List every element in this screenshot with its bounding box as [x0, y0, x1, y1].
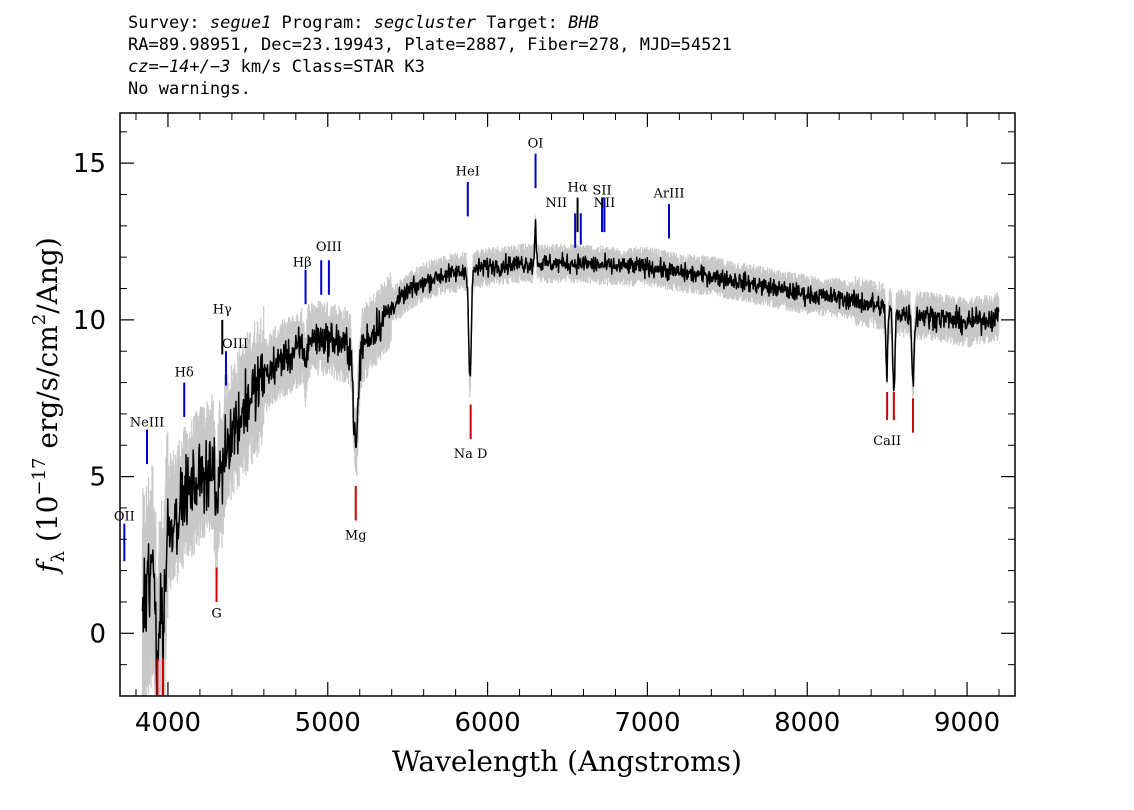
y-tick-label: 0: [89, 619, 106, 649]
error-band-layer: [141, 215, 1000, 696]
line-label-9: OI: [528, 136, 544, 151]
spectrum-header: Survey: segue1 Program: segcluster Targe…: [128, 12, 732, 100]
plot-frame: [119, 112, 1016, 697]
y-tick-label: 15: [73, 149, 106, 179]
line-label-11: Hα: [568, 180, 588, 195]
x-tick-label: 4000: [135, 708, 201, 738]
axis-ticks: 4000 5000 6000 7000 8000 9000 0 5 10 15: [73, 113, 1015, 738]
header-line-3: cz=−14+/−3 km/s Class=STAR K3: [128, 57, 425, 77]
x-tick-label: 8000: [774, 708, 840, 738]
y-tick-label: 5: [89, 463, 106, 493]
flux-line: [141, 218, 1000, 697]
line-label-13: SII: [592, 183, 611, 198]
line-label-16: G: [211, 607, 221, 622]
line-label-15: ArIII: [652, 187, 684, 202]
line-label-17: Mg: [345, 528, 367, 543]
line-label-2: Hδ: [175, 365, 194, 380]
x-tick-label: 9000: [934, 708, 1000, 738]
line-label-1: NeIII: [130, 415, 164, 430]
survey-value: segue1: [209, 13, 272, 33]
redshift-value: cz=−14+/−3: [128, 57, 231, 77]
y-tick-label: 10: [73, 306, 106, 336]
line-label-10: NII: [545, 196, 567, 211]
y-axis-title: fλ (10−17 erg/s/cm2/Ang): [29, 237, 69, 575]
header-line-4: No warnings.: [128, 79, 251, 99]
line-label-3: Hγ: [213, 303, 232, 318]
line-label-5: Hβ: [293, 256, 312, 271]
error-band: [141, 215, 1000, 696]
line-label-14: NII: [594, 196, 616, 211]
line-label-18: Na D: [454, 447, 488, 462]
flux-layer: [141, 218, 1000, 697]
x-tick-label: 7000: [614, 708, 680, 738]
line-label-6: OIII: [316, 240, 342, 255]
x-tick-label: 5000: [295, 708, 361, 738]
target-value: BHB: [568, 13, 599, 33]
line-label-8: HeI: [456, 165, 480, 180]
x-tick-label: 6000: [455, 708, 521, 738]
program-value: segcluster: [373, 13, 477, 33]
header-line-1: Survey: segue1 Program: segcluster Targe…: [128, 13, 599, 33]
line-label-0: OII: [114, 509, 135, 524]
x-axis-title: Wavelength (Angstroms): [392, 745, 742, 778]
header-line-2: RA=89.98951, Dec=23.19943, Plate=2887, F…: [128, 35, 732, 55]
line-label-4: OIII: [222, 337, 248, 352]
line-label-19: CaII: [873, 434, 901, 449]
